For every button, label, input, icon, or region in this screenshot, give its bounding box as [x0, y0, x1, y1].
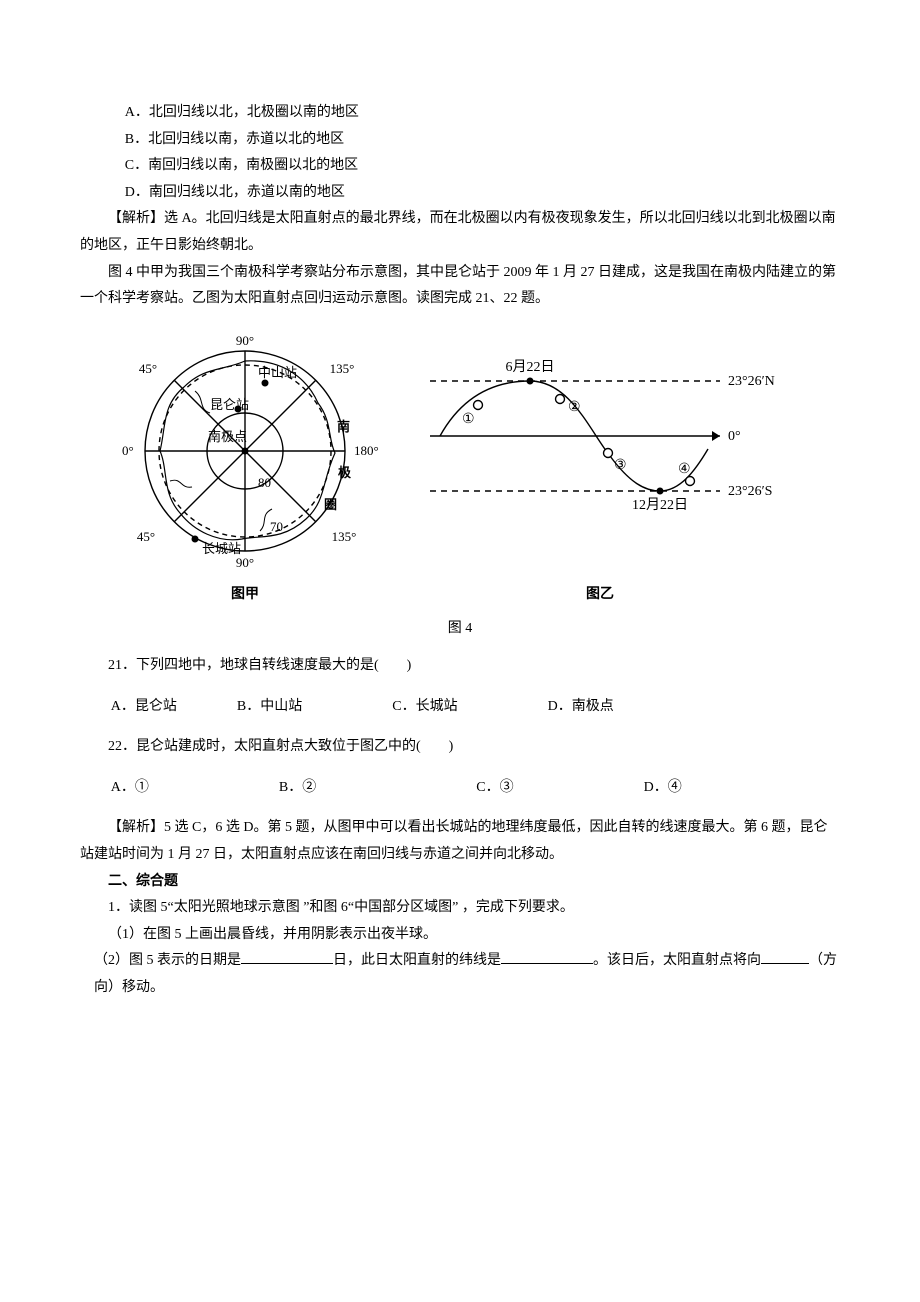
pt1 — [474, 400, 483, 409]
caption-yi: 图乙 — [420, 582, 780, 609]
caption-jia: 图甲 — [110, 582, 380, 609]
svg-text:135°: 135° — [332, 529, 357, 544]
sub2-c: 。该日后，太阳直射点将向 — [593, 953, 761, 968]
svg-text:23°26′N: 23°26′N — [728, 374, 775, 389]
svg-text:45°: 45° — [137, 529, 155, 544]
dot-jun22 — [527, 377, 534, 384]
svg-text:45°: 45° — [139, 361, 157, 376]
q21-opt-c: C．长城站 — [392, 694, 457, 721]
svg-text:④: ④ — [678, 462, 691, 477]
svg-text:圈: 圈 — [324, 497, 337, 512]
blank-date[interactable] — [241, 949, 333, 964]
svg-text:90°: 90° — [236, 555, 254, 570]
sec2-q1: 1．读图 5“太阳光照地球示意图 ”和图 6“中国部分区域图” ，完成下列要求。 — [80, 895, 840, 922]
svg-text:12月22日: 12月22日 — [632, 497, 688, 513]
q22-opt-c: C．③ — [476, 775, 513, 802]
sec2-sub2: （2）图 5 表示的日期是日，此日太阳直射的纬线是。该日后，太阳直射点将向（方向… — [80, 948, 840, 1001]
q22-opt-d: D．④ — [644, 775, 682, 802]
q21-opt-b: B．中山站 — [237, 694, 302, 721]
svg-text:中山站: 中山站 — [258, 365, 297, 380]
svg-text:90°: 90° — [236, 333, 254, 348]
dot-south-pole — [242, 447, 249, 454]
figure-yi-svg: 6月22日 12月22日 23°26′N 0° 23°26′S ① ② ③ ④ — [420, 331, 780, 541]
prev-opt-b: B．北回归线以南，赤道以北的地区 — [80, 127, 840, 154]
fig4-intro: 图 4 中甲为我国三个南极科学考察站分布示意图，其中昆仑站于 2009 年 1 … — [80, 260, 840, 313]
svg-text:23°26′S: 23°26′S — [728, 484, 772, 499]
blank-dir[interactable] — [761, 949, 809, 964]
pt3 — [604, 448, 613, 457]
section-2-head: 二、综合题 — [80, 869, 840, 896]
blank-lat[interactable] — [501, 949, 593, 964]
svg-text:长城站: 长城站 — [202, 541, 241, 556]
svg-text:极: 极 — [338, 465, 352, 480]
figure-4-label: 图 4 — [80, 616, 840, 643]
q21-stem: 21．下列四地中，地球自转线速度最大的是( ) — [80, 653, 840, 680]
q22-options: A．① B．② C．③ D．④ — [80, 775, 840, 802]
svg-text:0°: 0° — [728, 429, 741, 444]
q22-stem: 22．昆仑站建成时，太阳直射点大致位于图乙中的( ) — [80, 734, 840, 761]
svg-text:②: ② — [568, 400, 581, 415]
q21-opt-d: D．南极点 — [548, 694, 614, 721]
prev-opt-a: A．北回归线以北，北极圈以南的地区 — [80, 100, 840, 127]
svg-text:135°: 135° — [330, 361, 355, 376]
pt4 — [686, 476, 695, 485]
prev-explanation: 【解析】选 A。北回归线是太阳直射点的最北界线，而在北极圈以内有极夜现象发生，所… — [80, 206, 840, 259]
dot-zhongshan — [262, 379, 269, 386]
svg-text:80: 80 — [258, 475, 271, 490]
svg-text:70: 70 — [270, 519, 283, 534]
sub2-b: 日，此日太阳直射的纬线是 — [333, 953, 501, 968]
svg-text:南极点: 南极点 — [208, 429, 247, 444]
sec2-sub1: （1）在图 5 上画出晨昏线，并用阴影表示出夜半球。 — [80, 922, 840, 949]
svg-text:180°: 180° — [354, 443, 379, 458]
svg-text:南: 南 — [337, 419, 350, 434]
prev-opt-c: C．南回归线以南，南极圈以北的地区 — [80, 153, 840, 180]
q22-opt-b: B．② — [279, 775, 316, 802]
dot-changcheng — [192, 535, 199, 542]
svg-text:6月22日: 6月22日 — [506, 359, 555, 375]
prev-opt-d: D．南回归线以北，赤道以南的地区 — [80, 180, 840, 207]
svg-text:①: ① — [462, 412, 475, 427]
explanation-56: 【解析】5 选 C，6 选 D。第 5 题，从图甲中可以看出长城站的地理纬度最低… — [80, 815, 840, 868]
q22-opt-a: A．① — [111, 775, 149, 802]
q21-opt-a: A．昆仑站 — [111, 694, 177, 721]
svg-text:③: ③ — [614, 458, 627, 473]
q21-options: A．昆仑站 B．中山站 C．长城站 D．南极点 — [80, 694, 840, 721]
svg-text:0°: 0° — [122, 443, 134, 458]
pt2 — [556, 394, 565, 403]
sub2-a: （2）图 5 表示的日期是 — [94, 953, 241, 968]
figure-jia-svg: 90° 45° 135° 0° 180° 45° 135° 90° 中山站 昆仑… — [110, 331, 380, 576]
svg-text:昆仑站: 昆仑站 — [210, 397, 249, 412]
figure-4-wrap: 90° 45° 135° 0° 180° 45° 135° 90° 中山站 昆仑… — [110, 331, 840, 576]
dot-dec22 — [657, 487, 664, 494]
